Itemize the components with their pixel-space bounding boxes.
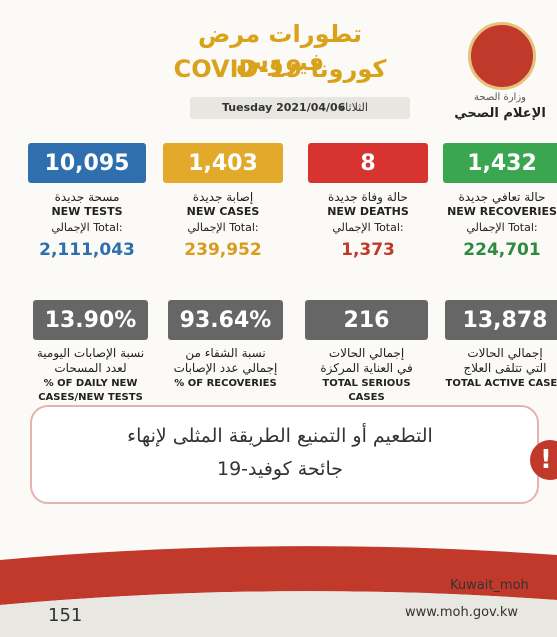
label-ar: لعدد المسحات <box>54 361 127 375</box>
stat-card: 1,403 <box>163 143 283 183</box>
total: 224,701 <box>463 240 541 260</box>
total-label: الإجمالي Total: <box>51 221 123 234</box>
social: Kuwait_moh <box>450 578 529 593</box>
alert-icon: ! <box>530 440 557 480</box>
label-ar: حالة وفاة جديدة <box>328 190 408 204</box>
message-line: جائحة كوفيد-19 <box>216 458 343 480</box>
wave <box>0 546 557 605</box>
label-ar: إصابة جديدة <box>192 190 254 204</box>
label-ar: حالة تعافي جديدة <box>458 190 546 204</box>
summary-card: 216 <box>305 300 428 340</box>
message-line: التطعيم أو التمنيع الطريقة المثلى لإنهاء <box>127 425 433 447</box>
label-en: NEW CASES <box>186 205 260 218</box>
footer-bg <box>0 591 557 637</box>
label-en: NEW TESTS <box>51 205 123 218</box>
total-label: الإجمالي Total: <box>466 221 538 234</box>
label-en: TOTAL SERIOUS CASES <box>322 378 411 403</box>
total-label: الإجمالي Total: <box>187 221 259 234</box>
total-label: الإجمالي Total: <box>332 221 404 234</box>
date-bar <box>190 97 410 119</box>
summary-card: 13,878 <box>445 300 557 340</box>
label-en: NEW DEATHS <box>327 205 409 218</box>
label-en: NEW RECOVERIES <box>447 205 557 218</box>
footer-wave <box>0 546 557 637</box>
date-ar: الثلاثاء <box>340 101 368 114</box>
logo <box>468 22 536 90</box>
label-en: % OF DAILY NEW CASES/NEW TESTS <box>38 378 143 403</box>
department: الإعلام الصحي <box>454 106 546 121</box>
label-ar: نسبة الإصابات اليومية <box>36 346 145 360</box>
label-ar: إجمالي عدد الإصابات <box>173 361 278 375</box>
title-en: COVID-19 كورونا <box>173 55 387 83</box>
label-ar: نسبة الشفاء من <box>185 346 266 360</box>
summary-card: 13.90% <box>33 300 148 340</box>
stat-card: 10,095 <box>28 143 146 183</box>
website: www.moh.gov.kw <box>405 605 519 620</box>
label-ar: إجمالي الحالات <box>328 346 405 360</box>
message-box <box>30 405 539 504</box>
stat-card: 1,432 <box>443 143 557 183</box>
label-ar: إجمالي الحالات <box>467 346 543 360</box>
label-ar: التي تتلقى العلاج <box>463 361 547 375</box>
total: 1,373 <box>341 240 395 260</box>
label-en: TOTAL ACTIVE CASES <box>445 378 557 389</box>
total: 2,111,043 <box>39 240 135 260</box>
label-ar: مسحة جديدة <box>54 190 120 204</box>
total: 239,952 <box>184 240 262 260</box>
ministry: وزارة الصحة <box>474 92 526 103</box>
date-en: Tuesday 2021/04/06 <box>222 101 346 114</box>
summary-card: 93.64% <box>168 300 283 340</box>
stat-card: 8 <box>308 143 428 183</box>
hotline: 151 <box>48 605 83 626</box>
label-en: % OF RECOVERIES <box>174 378 277 389</box>
title-ar: تطورات مرض فيروس <box>197 20 363 76</box>
label-ar: في العناية المركزة <box>320 361 413 375</box>
